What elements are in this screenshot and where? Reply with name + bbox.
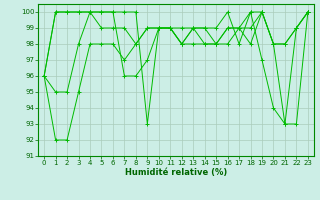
- X-axis label: Humidité relative (%): Humidité relative (%): [125, 168, 227, 177]
